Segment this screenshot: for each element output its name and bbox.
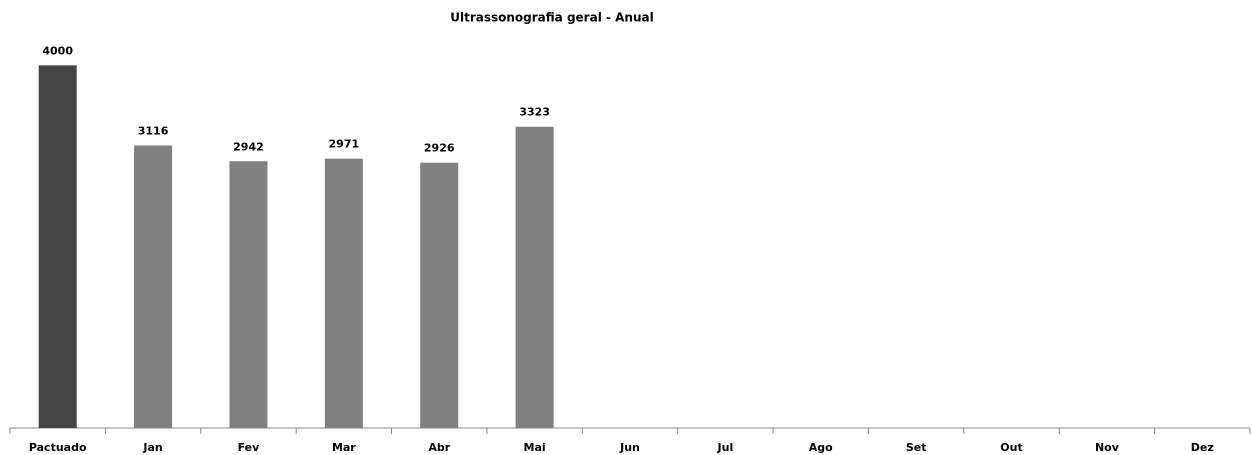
x-tick-label: Nov xyxy=(1095,441,1120,454)
data-label: 3116 xyxy=(138,124,169,137)
x-tick-label: Jul xyxy=(717,441,734,454)
x-tick-label: Set xyxy=(906,441,927,454)
bar xyxy=(229,161,268,428)
data-label: 2926 xyxy=(424,142,455,155)
x-tick-label: Jan xyxy=(142,441,162,454)
x-tick-label: Fev xyxy=(238,441,261,454)
data-label: 2971 xyxy=(329,138,360,151)
bar xyxy=(134,145,173,428)
bar xyxy=(38,65,77,428)
data-label: 4000 xyxy=(42,44,73,57)
bar xyxy=(420,162,459,428)
x-tick-label: Pactuado xyxy=(29,441,87,454)
x-tick-label: Ago xyxy=(809,441,833,454)
chart-title: Ultrassonografia geral - Anual xyxy=(450,11,653,25)
x-tick-label: Abr xyxy=(428,441,450,454)
x-tick-label: Jun xyxy=(619,441,640,454)
bar xyxy=(515,126,554,429)
data-label: 2942 xyxy=(233,140,264,153)
x-tick-label: Mar xyxy=(332,441,356,454)
bar xyxy=(324,158,363,428)
x-tick-label: Dez xyxy=(1191,441,1214,454)
data-label: 3323 xyxy=(519,106,550,119)
x-tick-label: Mai xyxy=(524,441,546,454)
x-tick-label: Out xyxy=(1000,441,1022,454)
